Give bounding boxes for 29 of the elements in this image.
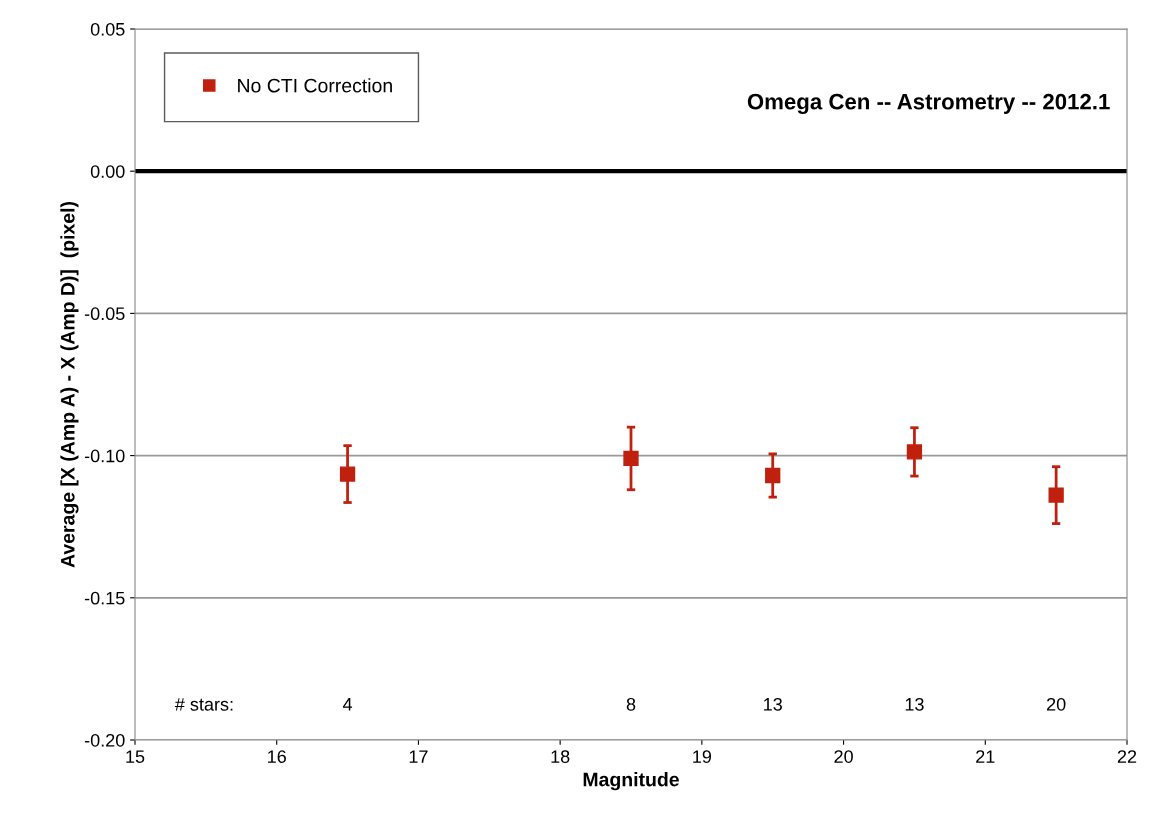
point	[339, 466, 356, 482]
y-tick-label: 0.00	[90, 165, 125, 178]
legend-label: No CTI Correction	[238, 78, 392, 93]
y-tick-label: -0.15	[84, 591, 125, 605]
y-tick-label: -0.20	[84, 733, 125, 747]
x-tick-label: 19	[693, 750, 712, 763]
y-axis-title: Average [X (Amp A) - X (Amp D)] (pixel)	[60, 201, 79, 568]
annotation: 13	[764, 697, 782, 711]
x-tick-label: 16	[268, 750, 286, 763]
annotation: 13	[905, 697, 924, 711]
y-tick-label: -0.10	[84, 449, 125, 463]
x-tick-label: 17	[409, 750, 428, 763]
text: Omega Cen -- Astrometry -- 2012.1	[747, 93, 1110, 115]
annotation: 20	[1047, 697, 1066, 711]
point	[765, 467, 781, 484]
point	[1048, 487, 1064, 503]
annotation: 4	[342, 698, 353, 711]
point	[623, 450, 639, 467]
x-axis-title: Magnitude	[583, 772, 679, 791]
y-tick-label: -0.05	[84, 307, 125, 321]
annotation: # stars:	[174, 698, 233, 711]
y-tick-label: 0.05	[90, 22, 125, 36]
x-tick-label: 18	[551, 750, 570, 763]
point	[906, 444, 923, 460]
x-tick-label: 22	[1117, 750, 1137, 763]
x-tick-label: 20	[834, 750, 853, 763]
annotation: 8	[626, 697, 636, 711]
x-tick-label: 21	[976, 750, 995, 763]
x-tick-label: 15	[126, 750, 145, 763]
